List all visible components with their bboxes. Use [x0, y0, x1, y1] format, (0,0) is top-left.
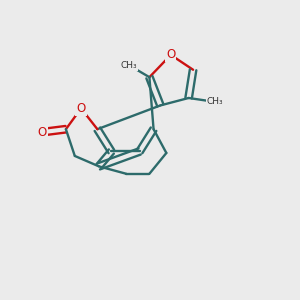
Text: O: O	[38, 126, 47, 139]
Text: CH₃: CH₃	[121, 61, 137, 70]
Text: O: O	[76, 102, 86, 115]
Text: CH₃: CH₃	[206, 97, 223, 106]
Text: O: O	[166, 48, 176, 62]
